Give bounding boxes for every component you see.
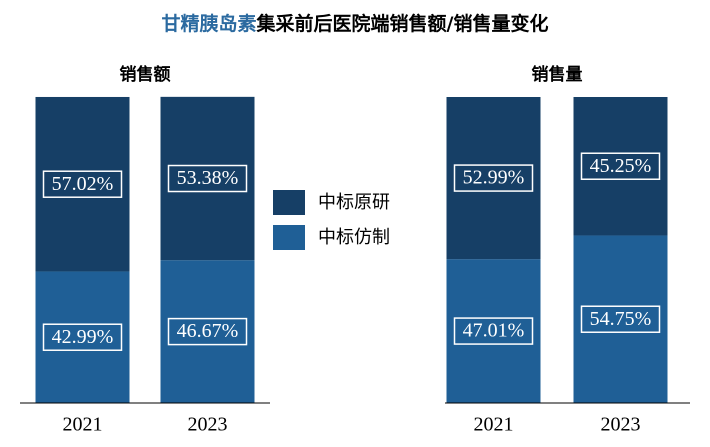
value-label-box [42, 323, 123, 351]
value-label: 42.99% [52, 326, 114, 348]
title-highlight: 甘精胰岛素 [162, 12, 257, 35]
title-rest: 集采前后医院端销售额/销售量变化 [256, 12, 549, 35]
value-label: 57.02% [52, 173, 114, 195]
value-label: 46.67% [177, 320, 239, 342]
value-label-box [453, 164, 534, 192]
page-title: 甘精胰岛素集采前后医院端销售额/销售量变化 [162, 12, 549, 35]
value-label-box [167, 164, 248, 193]
value-label-box [580, 152, 661, 180]
legend-swatch [273, 225, 305, 250]
value-label-box [167, 317, 248, 346]
x-tick-label: 2023 [601, 414, 641, 436]
x-tick-label: 2023 [188, 414, 228, 436]
x-tick-label: 2021 [474, 414, 514, 436]
value-label: 47.01% [463, 320, 525, 342]
value-label-box [580, 305, 661, 333]
chart-title: 销售额 [120, 64, 171, 85]
chart-title: 销售量 [532, 64, 583, 85]
value-label: 53.38% [177, 167, 239, 189]
value-label: 52.99% [463, 167, 525, 189]
x-tick-label: 2021 [63, 414, 103, 436]
legend-label: 中标原研 [318, 192, 390, 213]
value-label: 54.75% [590, 308, 652, 330]
legend-label: 中标仿制 [318, 227, 390, 248]
value-label-box [42, 170, 123, 198]
value-label: 45.25% [590, 155, 652, 177]
legend-swatch [273, 190, 305, 215]
value-label-box [453, 317, 534, 345]
